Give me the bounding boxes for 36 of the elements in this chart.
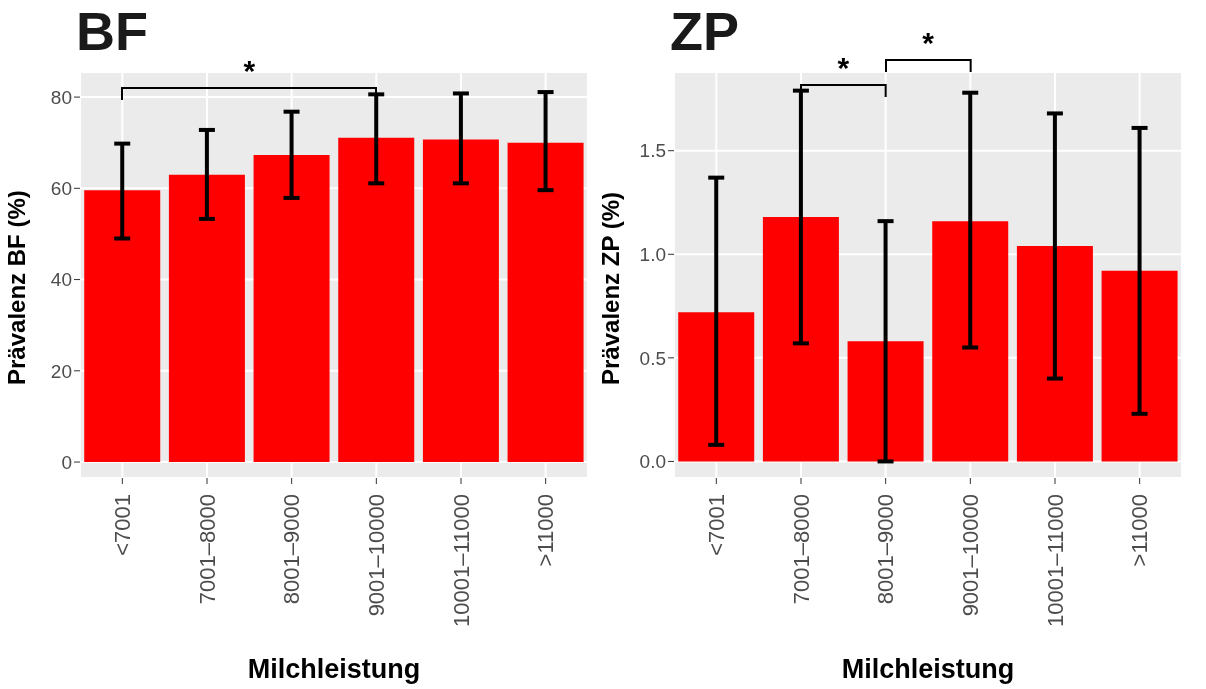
x-tick-label: 8001–9000: [873, 494, 899, 605]
y-axis-title: Prävalenz ZP (%): [596, 192, 624, 385]
x-axis-title: Milchleistung: [247, 654, 421, 684]
y-axis-title: Prävalenz BF (%): [2, 190, 30, 385]
chart-title: ZP: [670, 0, 740, 62]
y-tick-label: 60: [50, 178, 72, 200]
bar: [84, 190, 161, 463]
annotation: *: [836, 51, 851, 85]
x-tick-label: >11000: [1127, 494, 1153, 567]
y-tick-label: 1.5: [639, 140, 666, 162]
x-tick-label: 10001–11000: [448, 494, 474, 627]
bar: [422, 139, 499, 463]
y-tick-label: 0: [61, 451, 72, 473]
x-tick-label: 9001–10000: [957, 494, 983, 617]
y-tick-label: 0.5: [639, 347, 666, 369]
bar: [253, 155, 330, 463]
y-tick-label: 1.0: [639, 244, 666, 266]
annotation: *: [242, 54, 257, 88]
y-tick-label: 20: [50, 360, 72, 382]
bar: [338, 137, 415, 463]
x-axis-title: Milchleistung: [841, 654, 1015, 684]
x-tick-label: 7001–8000: [194, 494, 220, 605]
chart-title: BF: [76, 0, 148, 62]
y-tick-label: 40: [50, 269, 72, 291]
x-tick-label: 7001–8000: [788, 494, 814, 605]
x-tick-label: <7001: [703, 494, 729, 556]
x-tick-label: >11000: [533, 494, 559, 567]
x-tick-label: 9001–10000: [363, 494, 389, 617]
y-tick-label: 80: [50, 86, 72, 108]
bar: [507, 142, 584, 463]
x-tick-label: 10001–11000: [1042, 494, 1068, 627]
bar: [168, 174, 245, 463]
text: *: [921, 26, 935, 60]
x-tick-label: <7001: [109, 494, 135, 556]
y-tick-label: 0.0: [639, 451, 666, 473]
x-tick-label: 8001–9000: [279, 494, 305, 605]
